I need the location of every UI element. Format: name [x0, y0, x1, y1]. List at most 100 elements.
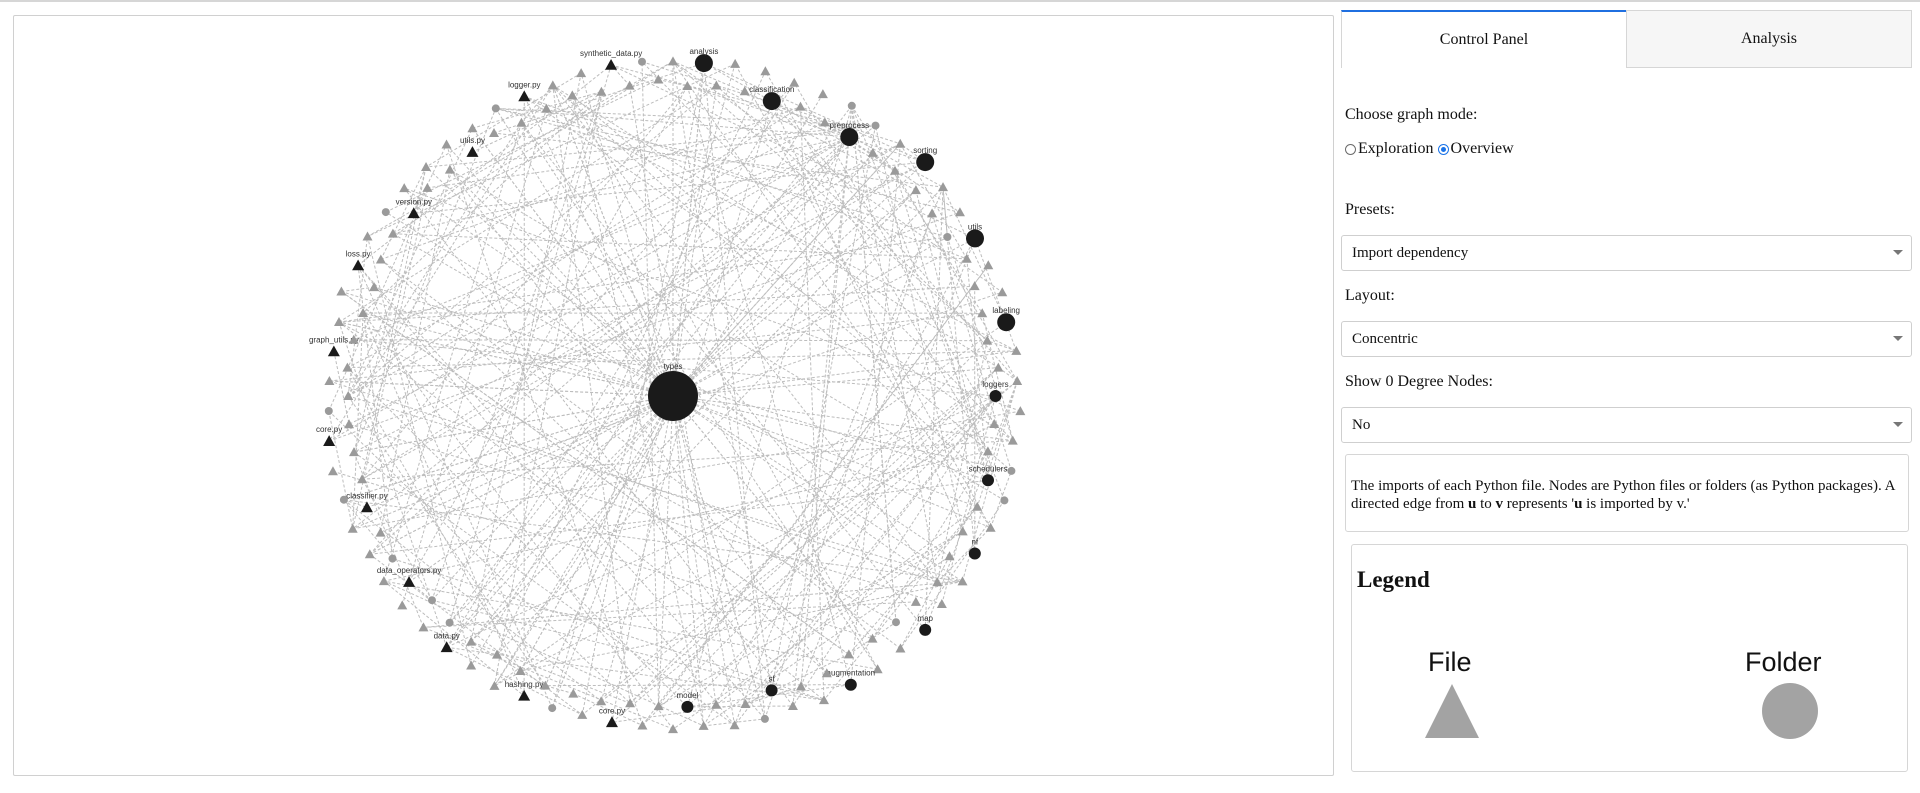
layout-select[interactable]: Concentric [1341, 321, 1912, 357]
graph-node[interactable] [428, 596, 436, 605]
graph-node[interactable] [682, 80, 693, 90]
graph-node[interactable] [348, 447, 359, 457]
graph-node[interactable] [638, 57, 646, 66]
node-version-py[interactable] [407, 207, 420, 219]
graph-node[interactable] [342, 362, 353, 372]
graph-node[interactable] [362, 231, 373, 241]
graph-node[interactable] [795, 101, 806, 111]
graph-node[interactable] [441, 139, 452, 149]
radio-overview-label[interactable]: Overview [1450, 140, 1514, 157]
graph-node[interactable] [596, 86, 607, 96]
graph-node[interactable] [977, 308, 988, 318]
graph-node[interactable] [348, 334, 359, 344]
graph-node[interactable] [892, 618, 900, 627]
graph-node[interactable] [488, 127, 499, 137]
graph-node[interactable] [982, 446, 993, 456]
graph-node[interactable] [516, 117, 527, 127]
node-hashing-py[interactable] [518, 689, 531, 701]
graph-node[interactable] [1012, 376, 1023, 386]
graph-node[interactable] [668, 56, 678, 66]
graph-node[interactable] [760, 66, 771, 76]
graph-node[interactable] [327, 466, 338, 476]
graph-node[interactable] [467, 123, 478, 133]
graph-node[interactable] [1007, 435, 1018, 445]
graph-node[interactable] [491, 104, 500, 113]
graph-node[interactable] [997, 287, 1008, 297]
graph-node[interactable] [466, 636, 477, 646]
node-types[interactable] [648, 371, 698, 421]
node-preprocess[interactable] [840, 128, 859, 146]
graph-node[interactable] [957, 576, 968, 586]
graph-node[interactable] [387, 228, 398, 238]
graph-node[interactable] [872, 664, 883, 674]
node-logger-py[interactable] [518, 90, 531, 102]
graph-node[interactable] [324, 407, 333, 415]
graph-node[interactable] [989, 419, 1000, 429]
graph-node[interactable] [957, 526, 968, 536]
tab-analysis[interactable]: Analysis [1626, 10, 1912, 68]
graph-node[interactable] [333, 317, 344, 327]
graph-node[interactable] [739, 86, 750, 96]
graph-node[interactable] [344, 419, 355, 429]
graph-node[interactable] [985, 522, 996, 532]
graph-node[interactable] [491, 649, 502, 659]
graph-node[interactable] [625, 698, 636, 708]
graph-node[interactable] [961, 253, 972, 263]
graph-node[interactable] [388, 554, 397, 563]
graph-node[interactable] [819, 117, 830, 127]
graph-node[interactable] [637, 720, 648, 730]
graph-node[interactable] [399, 183, 410, 193]
node-nf[interactable] [968, 547, 981, 560]
graph-node[interactable] [895, 643, 906, 653]
graph-node[interactable] [871, 121, 880, 130]
node-classification[interactable] [762, 92, 781, 111]
node-sorting[interactable] [916, 153, 935, 172]
graph-node[interactable] [843, 649, 854, 659]
radio-exploration[interactable] [1345, 143, 1356, 155]
graph-node[interactable] [910, 596, 921, 606]
graph-node[interactable] [910, 185, 921, 195]
node-data-py[interactable] [440, 641, 453, 653]
graph-node[interactable] [444, 164, 455, 174]
node-synthetic-data-py[interactable] [605, 58, 618, 70]
graph-node[interactable] [577, 709, 588, 719]
graph-node[interactable] [515, 665, 526, 675]
graph-node[interactable] [489, 680, 500, 690]
node-core-py[interactable] [323, 435, 336, 446]
radio-exploration-label[interactable]: Exploration [1358, 140, 1434, 157]
graph-node[interactable] [653, 74, 664, 84]
graph-node[interactable] [729, 720, 740, 730]
graph-node[interactable] [336, 286, 347, 296]
node-data-operators-py[interactable] [403, 576, 416, 587]
graph-canvas[interactable]: analysis classification preprocess sorting u… [13, 15, 1334, 776]
graph-node[interactable] [789, 77, 800, 87]
graph-node[interactable] [421, 161, 432, 171]
graph-node[interactable] [1007, 466, 1016, 475]
zero-degree-select[interactable]: No [1341, 407, 1912, 443]
graph-node[interactable] [954, 207, 965, 217]
graph-node[interactable] [698, 720, 709, 730]
graph-node[interactable] [1015, 406, 1026, 416]
graph-node[interactable] [445, 618, 454, 627]
node-core-py[interactable] [605, 716, 618, 728]
graph-node[interactable] [422, 182, 433, 192]
node-labeling[interactable] [997, 313, 1016, 332]
graph-node[interactable] [547, 80, 558, 90]
graph-node[interactable] [847, 101, 856, 110]
graph-node[interactable] [787, 700, 798, 710]
graph-node[interactable] [548, 704, 557, 713]
graph-node[interactable] [541, 103, 552, 113]
graph-node[interactable] [711, 699, 722, 709]
graph-node[interactable] [364, 549, 375, 559]
graph-node[interactable] [567, 90, 578, 100]
node-analysis[interactable] [694, 54, 713, 73]
graph-node[interactable] [568, 688, 579, 698]
tab-control-panel[interactable]: Control Panel [1341, 10, 1626, 68]
graph-node[interactable] [596, 696, 607, 706]
node-map[interactable] [919, 623, 932, 636]
graph-node[interactable] [381, 208, 390, 217]
node-graph-utils-py[interactable] [327, 345, 340, 357]
graph-node[interactable] [944, 551, 955, 561]
graph-node[interactable] [324, 376, 335, 386]
node-schedulers[interactable] [982, 474, 994, 487]
